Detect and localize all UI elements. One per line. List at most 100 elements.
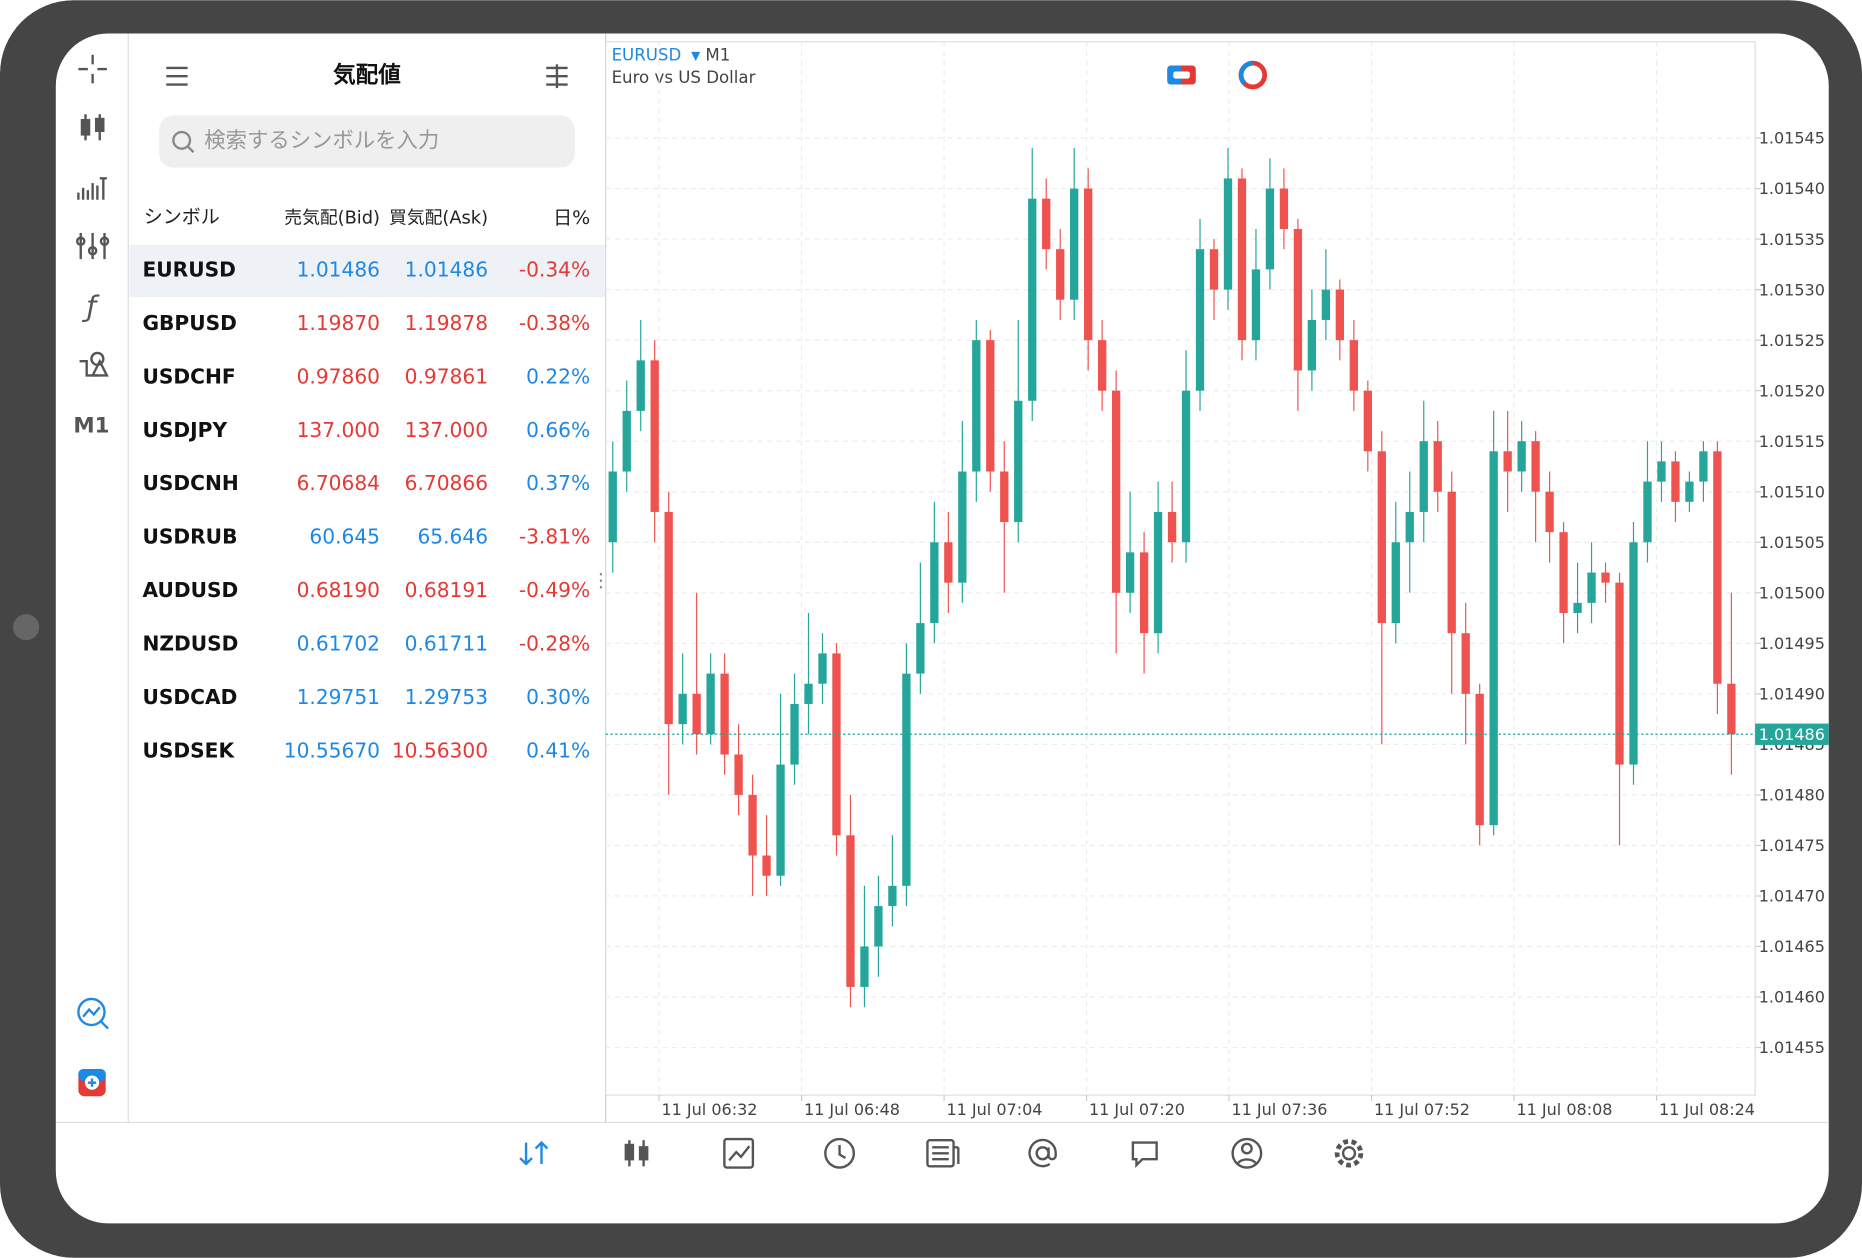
candle-body <box>1433 441 1442 492</box>
candle-body <box>1713 451 1722 684</box>
search-placeholder: 検索するシンボルを入力 <box>204 129 439 154</box>
trading-signals[interactable] <box>77 997 109 1030</box>
candle-body <box>664 511 673 725</box>
candle-body <box>1084 188 1093 341</box>
quote-row[interactable]: GBPUSD 1.19870 1.19878 -0.38% <box>143 311 591 335</box>
candle-body <box>818 653 827 684</box>
plot-frame <box>605 41 1756 1096</box>
y-tick-label: 1.01495 <box>1759 634 1825 653</box>
search-icon <box>172 130 192 150</box>
tab-mailbox[interactable] <box>1028 1138 1057 1168</box>
resize-handle[interactable]: ⋮ <box>591 569 610 591</box>
objects-tool[interactable] <box>79 351 109 377</box>
symbol: NZDUSD <box>143 632 239 656</box>
candle-body <box>1195 249 1205 391</box>
bid: 60.645 <box>309 525 380 549</box>
candle-body <box>1377 451 1386 624</box>
tab-chat[interactable] <box>1131 1141 1158 1169</box>
crosshair-tool[interactable] <box>78 54 107 84</box>
quote-row[interactable]: USDJPY 137.000 137.000 0.66% <box>143 418 591 442</box>
ask: 6.70866 <box>405 471 488 495</box>
settings-tool[interactable] <box>76 232 110 260</box>
candle-body <box>1531 441 1540 492</box>
candle-body <box>762 855 771 876</box>
quote-row[interactable]: NZDUSD 0.61702 0.61711 -0.28% <box>143 632 591 656</box>
change: 0.66% <box>526 418 590 442</box>
search-box[interactable] <box>159 115 575 168</box>
x-tick-label: 11 Jul 07:36 <box>1231 1100 1327 1119</box>
bid: 0.68190 <box>297 578 380 602</box>
tab-trade[interactable] <box>723 1137 755 1169</box>
y-tick-label: 1.01480 <box>1759 786 1825 805</box>
y-tick-label: 1.01490 <box>1759 685 1825 704</box>
tab-quotes[interactable] <box>519 1140 549 1166</box>
y-tick-label: 1.01520 <box>1759 381 1825 400</box>
candle-body <box>748 794 757 856</box>
indicators-tool[interactable] <box>77 177 107 200</box>
quotes-panel: 気配値 検索するシンボルを入力 シンボル 売気配(Bid) 買気配(Ask) 日… <box>129 62 606 762</box>
symbol: USDCHF <box>143 364 236 388</box>
bid: 10.55670 <box>284 738 380 762</box>
candle-body <box>930 542 939 624</box>
candle-body <box>1181 390 1191 543</box>
chart-symbol[interactable]: EURUSD <box>612 46 682 65</box>
quote-row[interactable]: USDCAD 1.29751 1.29753 0.30% <box>143 685 591 709</box>
trade-button[interactable] <box>78 1068 106 1097</box>
candle-body <box>1335 289 1345 341</box>
market-status[interactable] <box>1238 60 1268 90</box>
tab-bar <box>519 1137 1364 1169</box>
candle-body <box>1503 451 1512 472</box>
candle-body <box>720 673 729 755</box>
candle-body <box>1125 552 1135 593</box>
quote-row[interactable]: USDCHF 0.97860 0.97861 0.22% <box>143 364 591 388</box>
tab-chart[interactable] <box>624 1140 649 1167</box>
timeframe-button[interactable]: M1 <box>73 414 109 439</box>
candle-body <box>1056 249 1065 300</box>
view-toggle[interactable] <box>546 64 568 89</box>
quote-row[interactable]: USDRUB 60.645 65.646 -3.81% <box>143 525 591 549</box>
candle-body <box>1573 602 1582 613</box>
symbol-dropdown[interactable]: ▼ <box>691 49 701 63</box>
candle-body <box>1629 542 1638 765</box>
column-header: シンボル <box>144 206 220 228</box>
row-highlight <box>129 244 606 298</box>
y-tick-label: 1.01465 <box>1759 937 1825 956</box>
y-tick-label: 1.01470 <box>1759 887 1825 906</box>
bid: 1.01486 <box>297 257 380 281</box>
camera <box>13 614 40 641</box>
current-price-tag <box>1755 723 1829 745</box>
tab-settings[interactable] <box>1334 1139 1364 1168</box>
change: -3.81% <box>519 525 590 549</box>
candle-body <box>1349 340 1358 391</box>
tab-history[interactable] <box>824 1137 855 1169</box>
chart-type-tool[interactable] <box>80 114 105 141</box>
candle-body <box>832 653 841 836</box>
bid: 137.000 <box>297 418 380 442</box>
quote-row[interactable]: USDSEK 10.55670 10.56300 0.41% <box>143 738 591 762</box>
symbol: USDCNH <box>143 471 239 495</box>
candle-body <box>1727 683 1736 735</box>
candle-body <box>1279 188 1289 229</box>
bid: 0.61702 <box>297 632 380 656</box>
function-tool[interactable]: ƒ <box>81 290 100 323</box>
change: -0.28% <box>519 632 590 656</box>
candle-body <box>1447 491 1456 634</box>
x-tick-label: 11 Jul 07:20 <box>1089 1100 1185 1119</box>
y-tick-label: 1.01475 <box>1759 836 1825 855</box>
quote-row[interactable]: USDCNH 6.70684 6.70866 0.37% <box>143 471 591 495</box>
candle-body <box>1028 198 1037 401</box>
bid: 6.70684 <box>297 471 380 495</box>
one-click-trading[interactable] <box>1167 65 1196 85</box>
tab-journal[interactable] <box>1231 1137 1263 1169</box>
list-menu[interactable] <box>166 66 188 86</box>
change: -0.49% <box>519 578 590 602</box>
y-tick-label: 1.01510 <box>1759 482 1825 501</box>
quote-row[interactable]: AUDUSD 0.68190 0.68191 -0.49% <box>143 578 591 602</box>
quote-row[interactable]: EURUSD 1.01486 1.01486 -0.34% <box>129 244 606 298</box>
candle-body <box>1545 491 1554 533</box>
bid: 1.29751 <box>297 685 380 709</box>
ask: 0.97861 <box>405 364 488 388</box>
y-tick-label: 1.01540 <box>1759 179 1825 198</box>
tab-news[interactable] <box>926 1139 960 1168</box>
